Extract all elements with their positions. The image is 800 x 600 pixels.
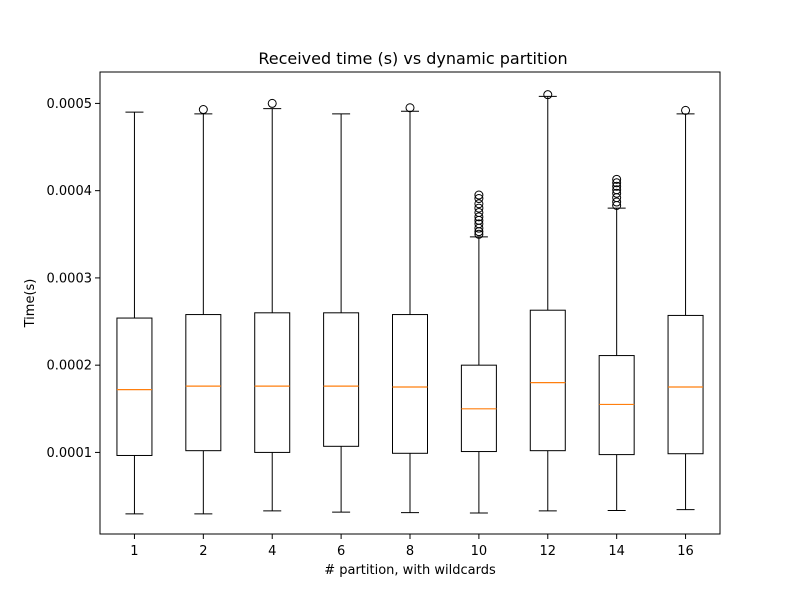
x-axis: 1 2 4 6 8 10 12 14 16 <box>130 534 694 559</box>
outlier-point <box>474 207 484 217</box>
outlier-point <box>612 197 622 207</box>
y-tick-label: 0.0002 <box>47 359 93 374</box>
x-tick-label: 1 <box>130 544 138 559</box>
outlier-point <box>543 90 553 100</box>
x-tick-label: 8 <box>406 544 414 559</box>
iqr-box <box>116 317 153 456</box>
box-group-1 <box>116 111 153 515</box>
plot-area <box>116 90 704 515</box>
x-tick-label: 10 <box>471 544 488 559</box>
box-group-14 <box>598 174 635 511</box>
box-group-10 <box>460 190 497 514</box>
outlier-point <box>612 181 622 191</box>
box-group-4 <box>254 98 291 512</box>
outlier-point <box>612 185 622 195</box>
outlier-point <box>474 219 484 229</box>
outlier-point <box>612 188 622 198</box>
box-group-8 <box>392 103 428 514</box>
box-group-2 <box>185 105 222 515</box>
x-axis-label: # partition, with wildcards <box>324 563 496 578</box>
outlier-point <box>474 229 484 239</box>
outlier-point <box>612 174 622 184</box>
x-tick-label: 6 <box>337 544 345 559</box>
outlier-point <box>681 105 691 115</box>
outlier-point <box>267 98 277 108</box>
outlier-point <box>474 203 484 213</box>
y-axis: 0.0001 0.0002 0.0003 0.0004 0.0005 <box>47 97 100 461</box>
iqr-box <box>254 312 291 453</box>
box-group-6 <box>323 113 360 513</box>
outlier-point <box>405 103 415 113</box>
y-tick-label: 0.0003 <box>47 271 93 286</box>
x-tick-label: 14 <box>608 544 625 559</box>
iqr-box <box>392 314 428 454</box>
x-tick-label: 4 <box>268 544 276 559</box>
outlier-point <box>474 194 484 204</box>
outlier-point <box>198 105 208 115</box>
chart-title: Received time (s) vs dynamic partition <box>258 49 567 68</box>
x-tick-label: 12 <box>540 544 557 559</box>
outlier-point <box>474 212 484 222</box>
y-axis-label: Time(s) <box>23 279 38 329</box>
y-tick-label: 0.0004 <box>47 184 93 199</box>
y-tick-label: 0.0005 <box>47 97 93 112</box>
iqr-box <box>185 314 222 452</box>
box-group-16 <box>667 105 704 511</box>
outlier-point <box>612 178 622 188</box>
x-tick-label: 2 <box>199 544 207 559</box>
x-tick-label: 16 <box>677 544 694 559</box>
iqr-box <box>323 312 360 447</box>
outlier-point <box>474 199 484 209</box>
y-tick-label: 0.0001 <box>47 446 93 461</box>
iqr-box <box>667 314 704 455</box>
box-group-12 <box>529 90 566 512</box>
iqr-box <box>529 309 566 452</box>
iqr-box <box>598 355 635 456</box>
outlier-point <box>474 190 484 200</box>
